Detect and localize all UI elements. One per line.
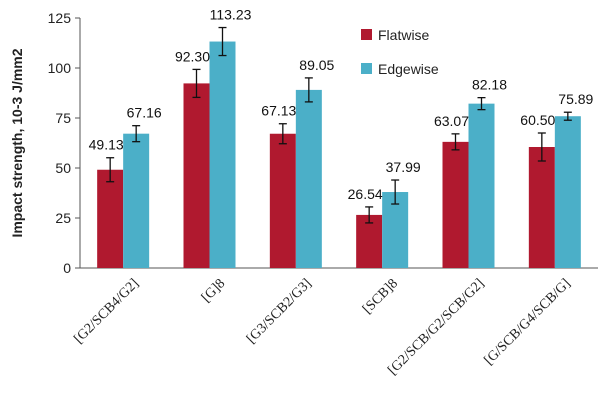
data-label-flatwise-0: 49.13 bbox=[89, 137, 124, 153]
legend-swatch-edgewise bbox=[361, 63, 372, 74]
bar-flatwise-1 bbox=[183, 83, 210, 269]
y-ticks: 0 25 50 75 100 125 bbox=[48, 10, 80, 276]
y-tick-label: 25 bbox=[55, 210, 71, 226]
bar-flatwise-4 bbox=[442, 141, 469, 268]
bar-flatwise-5 bbox=[528, 147, 555, 268]
y-axis-label: Impact strength, 10-3 J/mm2 bbox=[9, 48, 25, 237]
data-label-edgewise-2: 89.05 bbox=[299, 57, 334, 73]
y-tick-label: 75 bbox=[55, 110, 71, 126]
data-label-flatwise-1: 92.30 bbox=[175, 48, 210, 64]
data-label-edgewise-1: 113.23 bbox=[210, 7, 252, 23]
data-label-flatwise-5: 60.50 bbox=[520, 112, 555, 128]
bar-flatwise-0 bbox=[97, 169, 124, 268]
bar-edgewise-5 bbox=[554, 116, 581, 268]
legend-label-edgewise: Edgewise bbox=[378, 61, 439, 77]
category-label-5: [G/SCB/G4/SCB/G] bbox=[482, 276, 574, 368]
category-label-4: [G2/SCB/G2/SCB/G2] bbox=[385, 276, 487, 378]
y-tick-label: 125 bbox=[48, 10, 72, 26]
data-label-edgewise-5: 75.89 bbox=[558, 91, 593, 107]
axes bbox=[79, 18, 598, 269]
bar-flatwise-2 bbox=[269, 133, 296, 268]
category-label-0: [G2/SCB4/G2] bbox=[71, 276, 142, 347]
y-tick-label: 50 bbox=[55, 160, 71, 176]
bars bbox=[97, 41, 581, 269]
data-label-flatwise-4: 63.07 bbox=[434, 113, 469, 129]
bar-edgewise-1 bbox=[209, 41, 236, 268]
bar-edgewise-3 bbox=[382, 192, 409, 268]
data-label-edgewise-4: 82.18 bbox=[472, 77, 507, 93]
category-label-2: [G3/SCB2/G3] bbox=[244, 276, 315, 347]
bar-edgewise-2 bbox=[295, 89, 322, 269]
data-label-edgewise-0: 67.16 bbox=[127, 105, 162, 121]
legend: Flatwise Edgewise bbox=[361, 27, 439, 77]
data-label-flatwise-2: 67.13 bbox=[261, 103, 296, 119]
y-tick-label: 0 bbox=[63, 260, 71, 276]
data-label-edgewise-3: 37.99 bbox=[386, 159, 421, 175]
legend-label-flatwise: Flatwise bbox=[378, 27, 430, 43]
category-label-3: [SCB]8 bbox=[360, 276, 401, 317]
category-labels: [G2/SCB4/G2] [G]8 [G3/SCB2/G3] [SCB]8[G2/SC… bbox=[71, 276, 573, 378]
y-axis-label-group: Impact strength, 10-3 J/mm2 bbox=[9, 48, 25, 237]
bar-edgewise-0 bbox=[123, 133, 150, 268]
error-bars bbox=[106, 26, 572, 224]
category-label-1: [G]8 bbox=[199, 276, 228, 305]
bar-edgewise-4 bbox=[468, 103, 495, 268]
bar-flatwise-3 bbox=[356, 214, 383, 268]
data-label-flatwise-3: 26.54 bbox=[348, 186, 383, 202]
legend-swatch-flatwise bbox=[361, 29, 372, 40]
y-tick-label: 100 bbox=[48, 60, 72, 76]
